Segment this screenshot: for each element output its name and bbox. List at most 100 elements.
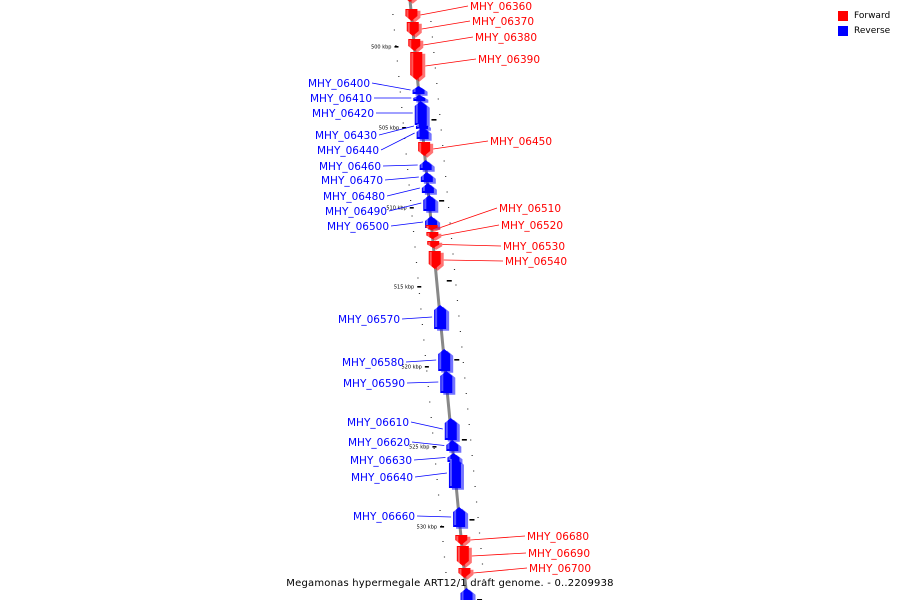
gene-mhy_06620[interactable]: MHY_06620 <box>348 437 462 453</box>
major-tick <box>417 286 422 288</box>
gene-label[interactable]: MHY_06420 <box>312 108 374 120</box>
gene-label[interactable]: MHY_06360 <box>470 1 532 13</box>
gene-label[interactable]: MHY_06520 <box>501 220 563 232</box>
gene-mhy_06430[interactable]: MHY_06430 <box>315 123 431 142</box>
gene-mhy_06470[interactable]: MHY_06470 <box>321 172 436 187</box>
gene-arrow[interactable] <box>446 440 459 451</box>
gene-label[interactable]: MHY_06450 <box>490 136 552 148</box>
gene-label[interactable]: MHY_06490 <box>325 206 387 218</box>
gene-highlight <box>407 23 410 34</box>
gene-mhy_06350[interactable] <box>404 0 419 4</box>
gene-label[interactable]: MHY_06430 <box>315 130 377 142</box>
gene-label[interactable]: MHY_06620 <box>348 437 410 449</box>
gene-arrow[interactable] <box>448 458 461 488</box>
gene-leader-line <box>414 472 447 478</box>
gene-mhy_06480[interactable]: MHY_06480 <box>323 183 437 203</box>
gene-label[interactable]: MHY_06530 <box>503 241 565 253</box>
gene-highlight <box>447 441 450 449</box>
gene-label[interactable]: MHY_06410 <box>310 93 372 105</box>
gene-arrow[interactable] <box>421 183 434 193</box>
gene-label[interactable]: MHY_06380 <box>475 32 537 44</box>
gene-arrow[interactable] <box>455 535 468 545</box>
gene-arrow[interactable] <box>414 101 427 125</box>
gene-mhy_06610[interactable]: MHY_06610 <box>347 417 460 442</box>
gene-mhy_06390[interactable]: MHY_06390 <box>410 52 540 82</box>
gene-mhy_06570[interactable]: MHY_06570 <box>338 305 450 331</box>
gene-arrow[interactable] <box>425 225 438 230</box>
gene-arrow[interactable] <box>460 588 473 600</box>
gene-arrow[interactable] <box>415 123 428 129</box>
gene-label[interactable]: MHY_06460 <box>319 161 381 173</box>
gene-label[interactable]: MHY_06400 <box>308 78 370 90</box>
gene-label[interactable]: MHY_06480 <box>323 191 385 203</box>
gene-mhy_06660[interactable]: MHY_06660 <box>353 507 469 529</box>
gene-mhy_06450[interactable]: MHY_06450 <box>418 136 552 158</box>
gene-label[interactable]: MHY_06700 <box>529 563 591 575</box>
gene-arrow[interactable] <box>413 95 426 101</box>
gene-mhy_06580[interactable]: MHY_06580 <box>342 349 454 373</box>
gene-label[interactable]: MHY_06470 <box>321 175 383 187</box>
gene-arrow[interactable] <box>423 195 436 211</box>
gene-mhy_06500[interactable]: MHY_06500 <box>327 216 441 233</box>
gene-mhy_06700[interactable]: MHY_06700 <box>458 563 591 580</box>
gene-highlight <box>448 454 451 460</box>
gene-arrow[interactable] <box>420 172 433 182</box>
gene-mhy_06490[interactable]: MHY_06490 <box>325 195 439 218</box>
gene-mhy_06370[interactable]: MHY_06370 <box>406 16 534 38</box>
gene-arrow[interactable] <box>412 86 425 94</box>
gene-label[interactable]: MHY_06580 <box>342 357 404 369</box>
gene-arrow[interactable] <box>406 22 419 36</box>
gene-arrow[interactable] <box>405 9 418 21</box>
gene-label[interactable]: MHY_06630 <box>350 455 412 467</box>
gene-arrow[interactable] <box>428 251 441 269</box>
gene-mhy_06530[interactable]: MHY_06530 <box>427 241 565 253</box>
gene-label[interactable]: MHY_06510 <box>499 203 561 215</box>
gene-mhy_06710[interactable] <box>460 588 476 600</box>
gene-mhy_06510[interactable]: MHY_06510 <box>425 203 561 232</box>
gene-mhy_06520[interactable]: MHY_06520 <box>426 220 563 241</box>
gene-arrow[interactable] <box>404 0 416 2</box>
gene-arrow[interactable] <box>418 142 431 156</box>
gene-mhy_06540[interactable]: MHY_06540 <box>428 251 567 271</box>
gene-arrow[interactable] <box>438 349 451 371</box>
gene-arrow[interactable] <box>416 127 429 139</box>
gene-label[interactable]: MHY_06500 <box>327 221 389 233</box>
gene-mhy_06400[interactable]: MHY_06400 <box>308 78 428 96</box>
gene-label[interactable]: MHY_06610 <box>347 417 409 429</box>
gene-mhy_06640[interactable]: MHY_06640 <box>351 458 464 490</box>
tick-label: 520 kbp <box>401 365 421 371</box>
gene-arrow[interactable] <box>427 241 440 248</box>
gene-mhy_06590[interactable]: MHY_06590 <box>343 371 456 395</box>
gene-arrow[interactable] <box>426 232 439 239</box>
gene-arrow[interactable] <box>419 160 432 170</box>
gene-mhy_06360[interactable]: MHY_06360 <box>405 1 532 23</box>
scale-dot <box>430 21 432 22</box>
gene-arrow[interactable] <box>408 39 421 51</box>
gene-label[interactable]: MHY_06640 <box>351 472 413 484</box>
gene-arrow[interactable] <box>440 371 453 393</box>
gene-mhy_06380[interactable]: MHY_06380 <box>408 32 537 53</box>
scale-dot <box>432 432 434 434</box>
gene-label[interactable]: MHY_06660 <box>353 511 415 523</box>
gene-label[interactable]: MHY_06590 <box>343 378 405 390</box>
gene-mhy_06460[interactable]: MHY_06460 <box>319 160 435 173</box>
gene-arrow[interactable] <box>458 568 471 578</box>
gene-arrow[interactable] <box>456 546 469 566</box>
gene-label[interactable]: MHY_06570 <box>338 314 400 326</box>
gene-mhy_06420[interactable]: MHY_06420 <box>312 101 430 127</box>
gene-mhy_06410[interactable]: MHY_06410 <box>310 93 429 105</box>
gene-arrow[interactable] <box>410 52 423 80</box>
gene-label[interactable]: MHY_06690 <box>528 548 590 560</box>
gene-arrow[interactable] <box>434 305 447 329</box>
gene-arrow[interactable] <box>453 507 466 527</box>
gene-mhy_06680[interactable]: MHY_06680 <box>455 531 589 547</box>
gene-mhy_06440[interactable]: MHY_06440 <box>317 127 432 157</box>
gene-label[interactable]: MHY_06440 <box>317 145 379 157</box>
gene-label[interactable]: MHY_06680 <box>527 531 589 543</box>
gene-mhy_06630[interactable]: MHY_06630 <box>350 453 463 467</box>
gene-label[interactable]: MHY_06370 <box>472 16 534 28</box>
gene-label[interactable]: MHY_06390 <box>478 54 540 66</box>
gene-label[interactable]: MHY_06540 <box>505 256 567 268</box>
gene-mhy_06690[interactable]: MHY_06690 <box>456 546 590 568</box>
gene-arrow[interactable] <box>444 418 457 440</box>
